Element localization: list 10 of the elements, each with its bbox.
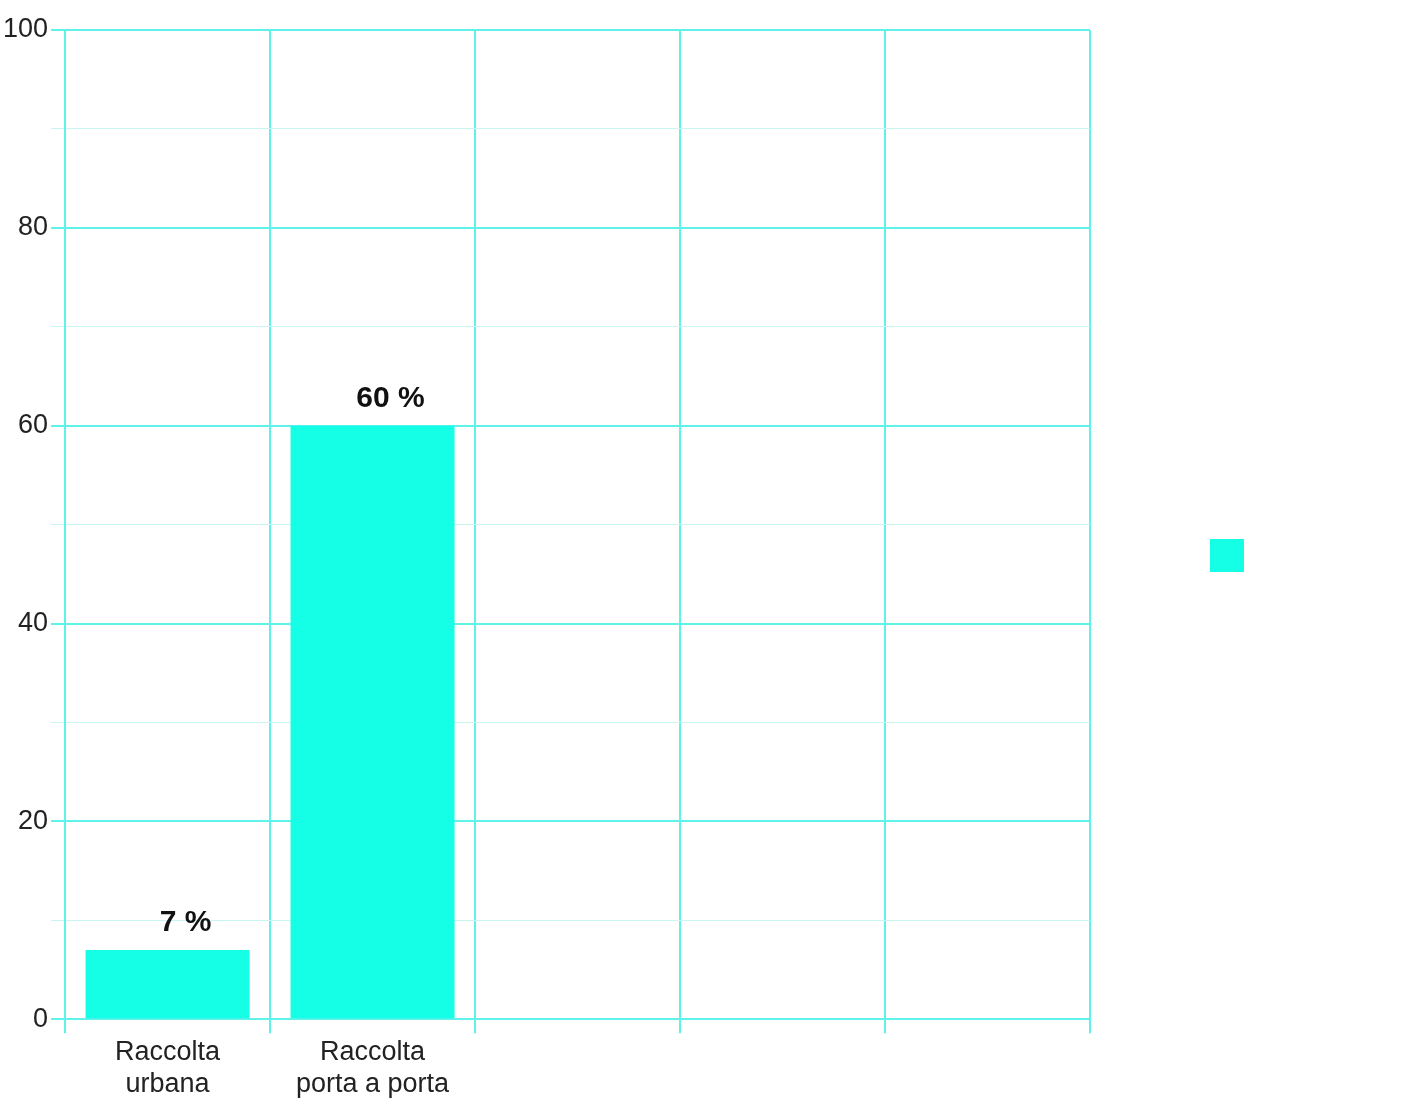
- y-tick-label: 60: [18, 409, 49, 440]
- y-tick-label: 80: [18, 211, 49, 242]
- data-label: 60 %: [356, 379, 425, 413]
- y-tick-label: 20: [18, 804, 49, 835]
- y-tick-label: 0: [33, 1002, 49, 1033]
- x-tick-label: Raccolta porta a porta: [295, 1035, 451, 1099]
- x-tick-label: Raccolta urbana: [115, 1035, 222, 1099]
- y-tick-label: 40: [18, 606, 49, 637]
- y-tick-label: 100: [2, 13, 49, 44]
- data-label: 7 %: [159, 904, 212, 938]
